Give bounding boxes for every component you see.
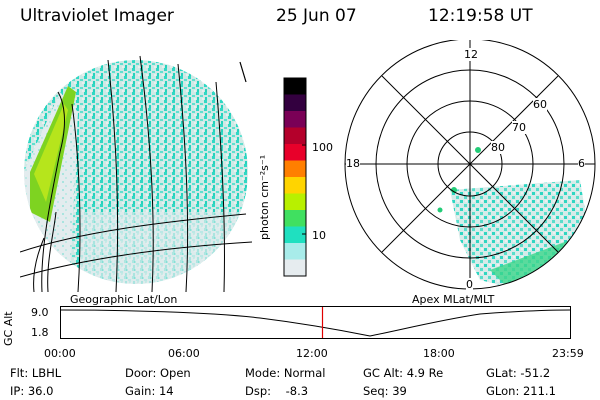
info-dsp: Dsp: -8.3 (245, 384, 309, 398)
altitude-plot (60, 306, 571, 339)
colorbar-units-label: photon cm⁻²s⁻¹ (258, 154, 271, 240)
colorbar-segment (284, 111, 306, 128)
colorbar-segment (284, 259, 306, 277)
altitude-xtick-1800: 18:00 (423, 347, 455, 360)
colorbar-segment (284, 78, 306, 95)
mlat-label-70: 70 (512, 121, 526, 134)
info-gc-alt: GC Alt: 4.9 Re (363, 366, 444, 380)
altitude-xtick-0000: 00:00 (44, 347, 76, 360)
colorbar-segment (284, 94, 306, 112)
left-panel-label: Geographic Lat/Lon (70, 293, 178, 306)
color-bar (283, 77, 307, 277)
info-gain: Gain: 14 (125, 384, 174, 398)
colorbar-tick-10: 10 (312, 229, 326, 242)
info-door: Door: Open (125, 366, 191, 380)
colorbar-tick-100: 100 (312, 141, 333, 154)
colorbar-segment (284, 160, 306, 178)
colorbar-segment (284, 127, 306, 145)
info-mode: Mode: Normal (245, 366, 326, 380)
colorbar-frame (283, 77, 307, 277)
mlt-label-18: 18 (346, 157, 360, 170)
colorbar-segment (284, 226, 306, 244)
geographic-image (20, 55, 252, 292)
altitude-ytick-high: 9.0 (31, 306, 49, 319)
altitude-xtick-1200: 12:00 (296, 347, 328, 360)
info-glat: GLat: -51.2 (486, 366, 551, 380)
info-seq: Seq: 39 (363, 384, 407, 398)
meridian-line (71, 103, 81, 292)
mlat-label-60: 60 (533, 98, 547, 111)
mlt-label-0: 0 (466, 278, 473, 291)
image-date: 25 Jun 07 (276, 6, 357, 26)
altitude-xtick-2359: 23:59 (552, 347, 584, 360)
info-glon: GLon: 211.1 (486, 384, 556, 398)
altitude-xtick-0600: 06:00 (168, 347, 200, 360)
altitude-ylabel: GC Alt (2, 311, 15, 346)
image-time: 12:19:58 UT (428, 6, 533, 26)
mlat-label-80: 80 (491, 141, 505, 154)
info-ip: IP: 36.0 (10, 384, 54, 398)
instrument-title: Ultraviolet Imager (20, 6, 174, 26)
altitude-ytick-low: 1.8 (31, 326, 49, 339)
right-panel-label: Apex MLat/MLT (412, 293, 495, 306)
apex-polar-image (344, 40, 596, 290)
mlt-label-12: 12 (464, 48, 478, 61)
colorbar-segment (284, 193, 306, 211)
info-filter: Flt: LBHL (10, 366, 62, 380)
colorbar-segment (284, 144, 306, 161)
colorbar-segment (284, 177, 306, 194)
mlt-label-6: 6 (578, 157, 585, 170)
colorbar-segment (284, 210, 306, 227)
colorbar-segment (284, 243, 306, 260)
